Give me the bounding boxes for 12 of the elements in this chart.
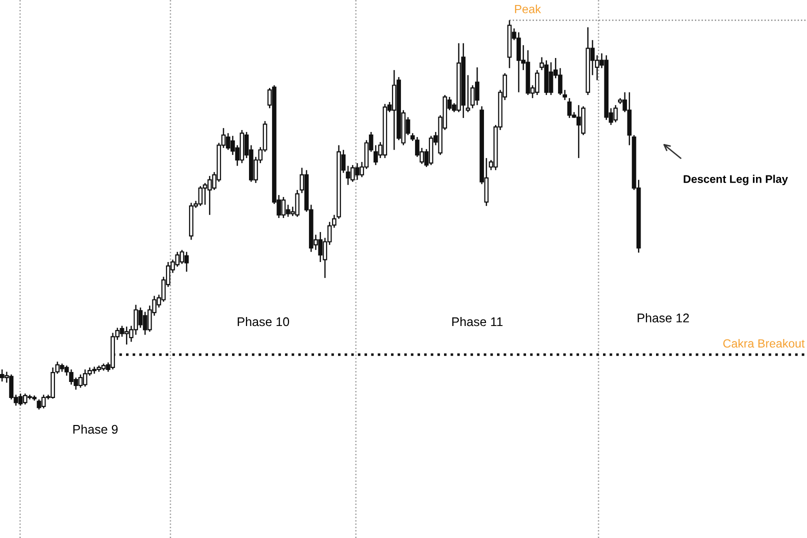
candlestick: [184, 251, 189, 272]
annotation: Phase 11: [452, 316, 503, 326]
candlestick: [466, 74, 470, 113]
text: Descent Leg in Play: [684, 174, 788, 186]
annotation: Phase 12: [638, 313, 689, 322]
ref-line-label: Peak: [515, 4, 542, 14]
candlestick: [567, 97, 572, 119]
annotation: Phase 10: [238, 316, 290, 326]
ref-line-label: Cakra Breakout: [723, 338, 805, 348]
text: Phase 9: [73, 424, 118, 434]
candlestick: [613, 104, 618, 123]
candlestick: [534, 69, 540, 96]
